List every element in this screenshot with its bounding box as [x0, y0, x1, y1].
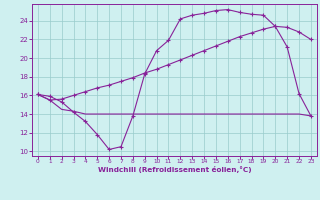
X-axis label: Windchill (Refroidissement éolien,°C): Windchill (Refroidissement éolien,°C) [98, 166, 251, 173]
